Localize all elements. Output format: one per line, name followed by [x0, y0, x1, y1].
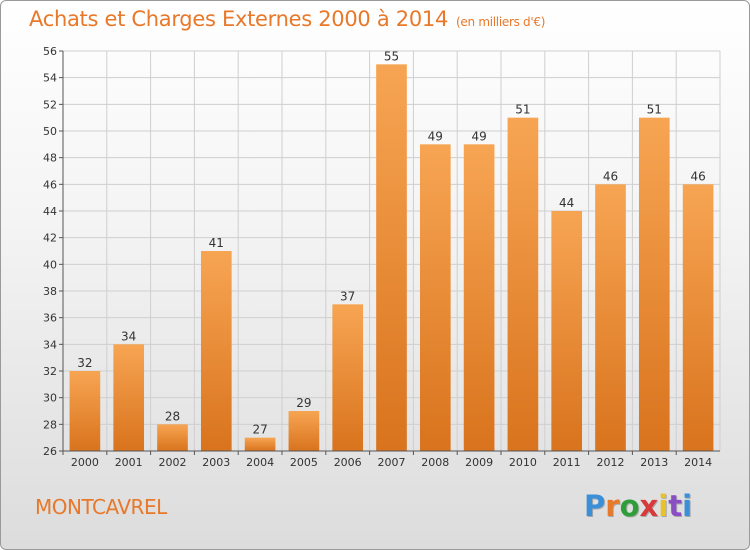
y-tick-label: 34 — [43, 338, 57, 351]
y-tick-label: 54 — [43, 72, 57, 85]
logo-letter: o — [619, 489, 640, 523]
bar-2003 — [200, 251, 232, 451]
bar-2006 — [332, 304, 364, 451]
logo-letter: i — [682, 489, 693, 523]
bar-2002 — [157, 424, 188, 451]
bar-2004 — [244, 437, 276, 451]
value-label: 29 — [296, 396, 311, 410]
value-label: 51 — [515, 103, 530, 117]
logo-letter: x — [639, 489, 659, 523]
bar-2001 — [113, 344, 145, 451]
axes: 26 28 30 32 34 36 38 40 42 44 46 48 50 52 54 56 2000 2001… — [43, 45, 720, 469]
chart-title: Achats et Charges Externes 2000 à 2014 (e… — [29, 7, 545, 31]
chart-subtitle: (en milliers d'€) — [456, 15, 546, 29]
x-tick-label: 2003 — [202, 456, 230, 469]
value-label: 55 — [384, 49, 399, 63]
y-tick-label: 26 — [43, 445, 57, 458]
x-tick-label: 2009 — [465, 456, 493, 469]
bar-2000 — [69, 371, 101, 451]
x-tick-label: 2014 — [684, 456, 712, 469]
x-tick-label: 2000 — [71, 456, 99, 469]
bar-2014 — [682, 184, 714, 452]
bar-2009 — [463, 144, 495, 452]
x-tick-label: 2001 — [115, 456, 143, 469]
value-label: 49 — [471, 129, 486, 143]
bar-2007 — [376, 64, 407, 452]
x-tick-label: 2005 — [290, 456, 318, 469]
chart-title-text: Achats et Charges Externes 2000 à 2014 — [29, 7, 449, 31]
bar-2011 — [551, 211, 583, 451]
y-tick-label: 40 — [43, 258, 57, 271]
y-tick-label: 46 — [43, 178, 57, 191]
x-tick-label: 2013 — [640, 456, 668, 469]
x-tick-label: 2010 — [509, 456, 537, 469]
value-label: 28 — [165, 409, 180, 423]
y-tick-label: 44 — [43, 205, 57, 218]
y-tick-label: 48 — [43, 152, 57, 165]
x-tick-label: 2011 — [553, 456, 581, 469]
y-tick-label: 50 — [43, 125, 57, 138]
value-label: 46 — [603, 169, 618, 183]
y-tick-label: 52 — [43, 98, 57, 111]
value-label: 49 — [428, 129, 443, 143]
logo-letter: r — [605, 489, 620, 523]
value-label: 44 — [559, 196, 574, 210]
bar-2010 — [507, 117, 539, 452]
x-tick-label: 2006 — [334, 456, 362, 469]
value-label: 41 — [209, 236, 224, 250]
proxiti-logo: Proxiti — [584, 489, 692, 523]
y-tick-label: 30 — [43, 392, 57, 405]
value-label: 32 — [77, 356, 92, 370]
x-tick-label: 2007 — [378, 456, 406, 469]
logo-letter: P — [584, 489, 606, 523]
logo-letter: i — [658, 489, 669, 523]
value-label: 51 — [647, 103, 662, 117]
value-label: 27 — [252, 423, 267, 437]
y-tick-label: 28 — [43, 418, 57, 431]
bar-2005 — [288, 411, 320, 451]
y-tick-label: 42 — [43, 232, 57, 245]
x-tick-label: 2004 — [246, 456, 274, 469]
value-label: 46 — [690, 169, 705, 183]
x-tick-label: 2002 — [159, 456, 187, 469]
value-label: 34 — [121, 329, 136, 343]
bar-2013 — [638, 117, 670, 452]
bar-2008 — [419, 144, 451, 452]
y-tick-label: 38 — [43, 285, 57, 298]
y-tick-label: 32 — [43, 365, 57, 378]
y-tick-label: 36 — [43, 312, 57, 325]
value-label: 37 — [340, 289, 355, 303]
y-tick-label: 56 — [43, 45, 57, 58]
logo-letter: t — [668, 489, 683, 523]
x-tick-label: 2008 — [421, 456, 449, 469]
x-tick-label: 2012 — [597, 456, 625, 469]
location-label: MONTCAVREL — [35, 495, 167, 519]
bar-2012 — [595, 184, 626, 452]
bars: 32 34 28 41 27 29 37 55 49 49 51 44 46 51 46 — [69, 49, 714, 452]
